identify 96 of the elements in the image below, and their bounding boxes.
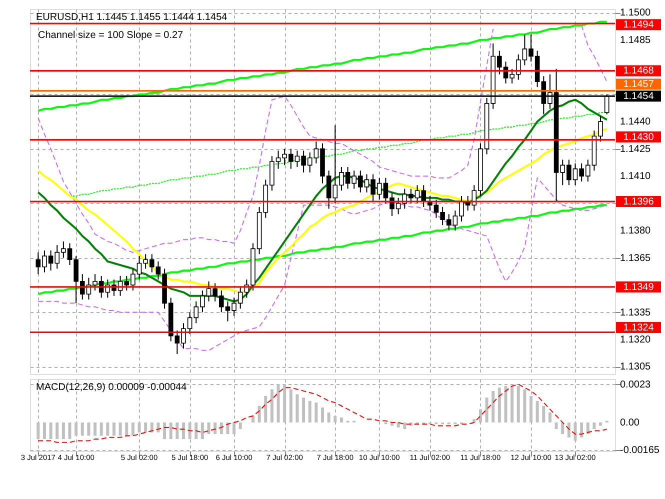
bar	[232, 422, 236, 434]
y-tick-label: 0.00	[620, 417, 640, 428]
y-tick-label: 1.1410	[620, 171, 652, 182]
bar	[327, 412, 330, 422]
bar	[194, 422, 198, 440]
bar	[68, 422, 72, 440]
line-series	[37, 20, 608, 112]
ref-line-label: 1.1457	[623, 79, 654, 90]
bar	[226, 422, 230, 434]
y-tick-label: 1.1425	[620, 144, 652, 155]
bar	[74, 422, 78, 436]
line-series	[38, 177, 608, 351]
bar	[176, 422, 179, 440]
ref-line-label: 1.1349	[623, 282, 654, 293]
bar	[472, 419, 476, 422]
bar	[302, 398, 306, 422]
y-tick-label: 1.1335	[620, 307, 652, 318]
line-series	[38, 384, 608, 443]
bar	[510, 386, 514, 422]
bar	[238, 422, 242, 430]
bar	[188, 422, 192, 440]
y-tick-label: 1.1380	[620, 226, 652, 237]
bar	[548, 412, 552, 422]
bar	[586, 422, 590, 434]
bar	[536, 400, 539, 422]
ref-line-label: 1.1468	[623, 66, 654, 77]
bar	[523, 389, 526, 422]
y-tick-label: 1.1485	[620, 34, 652, 46]
bar	[264, 396, 268, 422]
bar	[36, 422, 40, 440]
y-tick-label: 1.1500	[620, 8, 652, 19]
ref-line-label: 1.1324	[623, 322, 654, 334]
bar	[42, 422, 46, 440]
ref-line-label: 1.1454	[623, 91, 654, 102]
bar	[340, 417, 343, 422]
bar	[574, 422, 577, 441]
bar	[100, 422, 103, 436]
bar	[396, 422, 400, 428]
bar	[200, 422, 204, 440]
y-tick-label: 1.1365	[620, 252, 652, 264]
bar	[94, 422, 97, 436]
bar	[125, 422, 128, 436]
bar	[567, 422, 570, 438]
bar	[283, 384, 286, 422]
line-series	[37, 204, 608, 296]
y-tick-label: 0.0023	[620, 379, 652, 390]
bar	[56, 422, 59, 440]
bar	[554, 422, 558, 430]
bar	[289, 389, 292, 422]
y-tick-label: 1.1305	[620, 362, 652, 373]
bar	[87, 422, 90, 436]
bar	[599, 422, 602, 426]
bar	[182, 422, 185, 440]
ref-line-label: 1.1396	[623, 196, 654, 208]
bar	[80, 422, 84, 436]
bar	[492, 390, 495, 422]
bar	[516, 386, 520, 422]
bar	[592, 422, 596, 430]
bar	[403, 422, 406, 430]
bar	[308, 400, 312, 422]
bar	[163, 422, 166, 440]
bar	[118, 422, 122, 436]
bar	[138, 422, 141, 432]
bar	[530, 396, 533, 422]
bar	[580, 422, 584, 438]
bar	[144, 422, 148, 432]
ref-line-label: 1.1430	[623, 132, 654, 143]
bar	[504, 386, 508, 422]
y-tick-label: -0.00165	[620, 444, 660, 456]
bar	[561, 422, 564, 434]
bar	[49, 422, 52, 440]
bar	[112, 422, 116, 436]
bar	[258, 406, 261, 422]
bar	[270, 389, 274, 422]
bar	[169, 422, 172, 440]
bar	[106, 422, 110, 436]
bar	[296, 394, 299, 422]
y-tick-label: 1.1440	[620, 116, 652, 128]
bar	[131, 422, 134, 436]
bar	[334, 416, 337, 422]
bar	[498, 388, 501, 422]
chart-title: MACD(12,26,9) 0.00009 -0.00044	[36, 382, 188, 393]
bar	[62, 422, 65, 440]
bar	[251, 416, 254, 422]
bar	[321, 408, 324, 422]
bar	[214, 422, 217, 434]
bar	[478, 409, 482, 422]
bar	[276, 384, 280, 422]
chart-title: EURUSD,H1 1.1445 1.1455 1.1444 1.1454	[36, 12, 228, 23]
y-tick-label: 1.1320	[620, 334, 652, 346]
bar	[207, 422, 210, 434]
ref-line-label: 1.1494	[623, 20, 654, 31]
bar	[542, 406, 546, 422]
bar	[314, 402, 318, 422]
bar	[485, 398, 488, 422]
annotation: Channel size = 100 Slope = 0.27	[38, 30, 184, 41]
